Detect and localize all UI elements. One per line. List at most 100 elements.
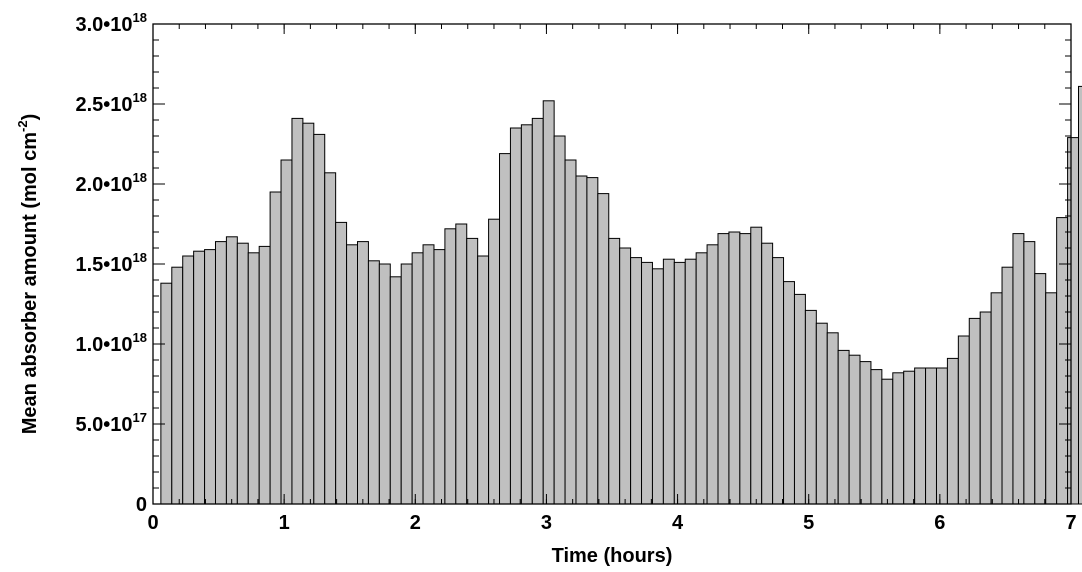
bar: [205, 250, 216, 504]
bar: [751, 227, 762, 504]
bar: [259, 246, 270, 504]
bar: [915, 368, 926, 504]
bar: [325, 173, 336, 504]
bar: [947, 358, 958, 504]
bar: [390, 277, 401, 504]
x-tick-label: 4: [672, 512, 684, 534]
bar: [237, 243, 248, 504]
bar: [882, 379, 893, 504]
x-tick-label: 1: [279, 512, 290, 534]
bar: [1057, 218, 1068, 504]
bar: [521, 125, 532, 504]
bar: [729, 232, 740, 504]
bar: [980, 312, 991, 504]
bar: [314, 134, 325, 504]
bar: [532, 118, 543, 504]
bar: [871, 370, 882, 504]
bar: [893, 373, 904, 504]
bar: [794, 294, 805, 504]
bar: [1068, 138, 1079, 504]
bar: [1013, 234, 1024, 504]
bar: [270, 192, 281, 504]
bar: [740, 234, 751, 504]
bar: [347, 245, 358, 504]
bar: [161, 283, 172, 504]
x-tick-label: 2: [410, 512, 421, 534]
bar: [194, 251, 205, 504]
bar: [172, 267, 183, 504]
bar: [445, 229, 456, 504]
bar: [554, 136, 565, 504]
x-tick-label: 6: [934, 512, 945, 534]
bar: [991, 293, 1002, 504]
bar: [1046, 293, 1057, 504]
bar: [631, 258, 642, 504]
bar: [1079, 86, 1082, 504]
y-tick-label: 0: [136, 494, 147, 516]
bar: [281, 160, 292, 504]
bar: [827, 333, 838, 504]
bar: [784, 282, 795, 504]
bar: [1024, 242, 1035, 504]
bar: [1035, 274, 1046, 504]
x-tick-label: 3: [541, 512, 552, 534]
bar: [685, 259, 696, 504]
bar: [860, 362, 871, 504]
bar: [412, 253, 423, 504]
bar: [510, 128, 521, 504]
y-axis-title-prefix: Mean absorber amount (mol cm: [19, 132, 41, 434]
bar: [926, 368, 937, 504]
x-tick-labels: 0 1 2 3 4 5 6 7: [147, 512, 1076, 534]
y-tick-label: 1.0•1018: [75, 330, 147, 356]
bar: [707, 245, 718, 504]
bar: [663, 259, 674, 504]
x-tick-label: 5: [803, 512, 814, 534]
y-tick-label: 1.5•1018: [75, 250, 147, 276]
bar: [303, 123, 314, 504]
bar: [718, 234, 729, 504]
bar: [467, 238, 478, 504]
bar: [183, 256, 194, 504]
bar: [543, 101, 554, 504]
bar: [816, 323, 827, 504]
bar: [969, 318, 980, 504]
y-tick-label: 2.5•1018: [75, 90, 147, 116]
bar: [904, 371, 915, 504]
bar: [292, 118, 303, 504]
bar: [838, 350, 849, 504]
bar-series: [161, 86, 1082, 504]
bar: [215, 242, 226, 504]
bar: [576, 176, 587, 504]
x-tick-label: 0: [147, 512, 158, 534]
bar: [805, 310, 816, 504]
bar: [762, 243, 773, 504]
bar: [379, 264, 390, 504]
bar: [696, 253, 707, 504]
bar: [598, 194, 609, 504]
bar: [674, 262, 685, 504]
y-tick-labels: 0 5.0•1017 1.0•1018 1.5•1018 2.0•1018 2.5•101…: [75, 10, 147, 516]
bar: [620, 248, 631, 504]
bar: [358, 242, 369, 504]
y-tick-label: 3.0•1018: [75, 10, 147, 36]
bar: [368, 261, 379, 504]
bar: [958, 336, 969, 504]
bar: [401, 264, 412, 504]
bar: [423, 245, 434, 504]
bar: [336, 222, 347, 504]
y-axis-title-suffix: ): [19, 114, 41, 121]
bar: [456, 224, 467, 504]
bar: [500, 154, 511, 504]
y-axis-title-superscript: -2: [15, 120, 30, 132]
bar: [609, 238, 620, 504]
bar: [936, 368, 947, 504]
bar: [773, 258, 784, 504]
bar: [226, 237, 237, 504]
bar: [587, 178, 598, 504]
bar: [489, 219, 500, 504]
x-axis-title: Time (hours): [552, 545, 673, 567]
bar: [1002, 267, 1013, 504]
bar: [642, 262, 653, 504]
bar: [248, 253, 259, 504]
